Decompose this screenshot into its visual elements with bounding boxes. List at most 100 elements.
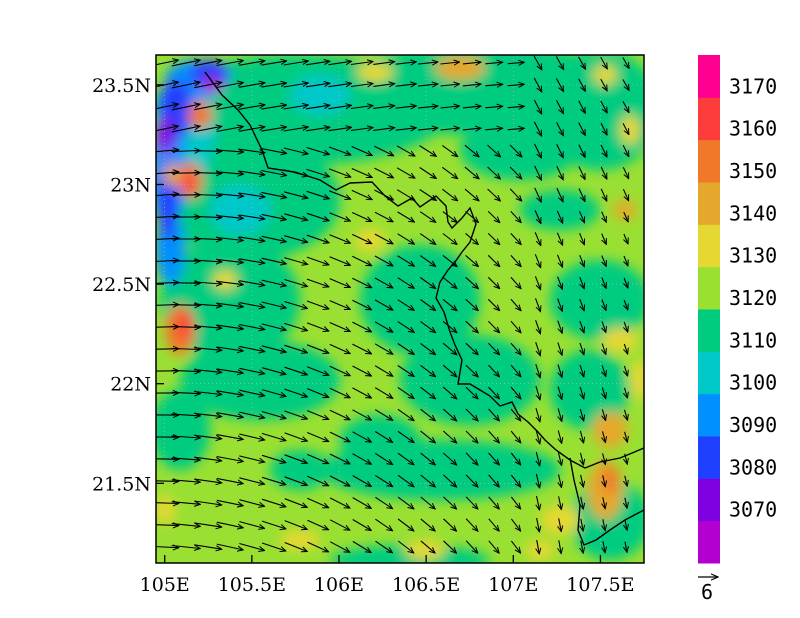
colorbar-swatch bbox=[698, 182, 720, 225]
wind-arrow bbox=[239, 477, 264, 484]
y-tick-label: 21.5N bbox=[92, 473, 151, 495]
wind-arrow bbox=[465, 430, 478, 443]
wind-arrow bbox=[329, 519, 350, 530]
wind-arrow bbox=[306, 410, 329, 420]
wind-arrow bbox=[329, 387, 350, 398]
wind-arrow bbox=[578, 100, 586, 114]
wind-arrow bbox=[419, 233, 436, 245]
wind-arrow bbox=[534, 232, 541, 245]
wind-arrow bbox=[578, 211, 585, 222]
colorbar-label: 3130 bbox=[729, 244, 777, 268]
wind-arrow bbox=[462, 62, 481, 64]
wind-arrow bbox=[194, 434, 222, 438]
wind-arrow bbox=[418, 84, 438, 86]
wind-arrow bbox=[534, 210, 541, 223]
field-patch bbox=[213, 270, 237, 290]
wind-arrow bbox=[440, 106, 460, 108]
wind-arrow bbox=[580, 364, 584, 377]
wind-arrow bbox=[156, 172, 179, 174]
wind-arrow bbox=[352, 540, 371, 552]
wind-arrow bbox=[624, 343, 627, 354]
wind-arrow bbox=[488, 386, 500, 399]
wind-arrow bbox=[156, 546, 179, 547]
wind-arrow bbox=[581, 452, 584, 465]
reference-vector-label: 6 bbox=[701, 580, 713, 604]
wind-arrow bbox=[603, 475, 606, 486]
wind-arrow bbox=[420, 342, 436, 354]
field-patch bbox=[593, 65, 617, 85]
wind-arrow bbox=[441, 144, 457, 156]
wind-arrow bbox=[602, 277, 606, 289]
field-patch bbox=[156, 390, 210, 470]
wind-arrow bbox=[171, 327, 201, 328]
field-patch bbox=[405, 540, 445, 560]
wind-arrow bbox=[239, 367, 264, 373]
wind-arrow bbox=[373, 62, 394, 65]
wind-arrow bbox=[284, 454, 308, 463]
wind-arrow bbox=[329, 453, 350, 464]
wind-arrow bbox=[284, 344, 308, 352]
wind-arrow bbox=[156, 503, 179, 504]
wind-arrow bbox=[283, 83, 309, 88]
wind-arrow bbox=[488, 518, 499, 531]
wind-arrow bbox=[442, 364, 457, 377]
map-plot-area bbox=[156, 55, 644, 563]
wind-arrow bbox=[488, 496, 500, 509]
wind-arrow bbox=[487, 276, 499, 288]
wind-arrow bbox=[578, 188, 585, 202]
wind-arrow bbox=[156, 126, 179, 132]
wind-arrow bbox=[464, 166, 479, 179]
wind-arrow bbox=[329, 234, 351, 243]
colorbar-swatch bbox=[698, 309, 720, 352]
wind-arrow bbox=[351, 212, 372, 222]
wind-arrow bbox=[352, 453, 372, 465]
wind-arrow bbox=[194, 82, 222, 89]
country-borders bbox=[204, 71, 644, 546]
wind-arrow bbox=[622, 145, 629, 156]
wind-arrow bbox=[557, 276, 563, 290]
wind-arrow bbox=[556, 232, 562, 245]
wind-arrow bbox=[261, 213, 287, 219]
wind-arrow bbox=[557, 320, 562, 334]
wind-arrow bbox=[534, 143, 542, 158]
wind-arrow bbox=[557, 298, 563, 312]
wind-arrow bbox=[419, 145, 437, 157]
wind-arrow bbox=[261, 257, 287, 264]
wind-arrow bbox=[420, 452, 436, 465]
wind-arrow bbox=[625, 497, 627, 508]
y-tick-label: 23N bbox=[110, 174, 151, 196]
wind-arrow bbox=[171, 60, 200, 67]
colorbar-swatch bbox=[698, 478, 720, 522]
wind-arrow bbox=[216, 238, 244, 241]
wind-arrow bbox=[397, 540, 414, 553]
wind-arrow bbox=[374, 387, 393, 399]
wind-arrow bbox=[352, 519, 372, 531]
wind-arrow bbox=[578, 78, 586, 92]
colorbar-label: 3070 bbox=[729, 498, 777, 522]
wind-arrow bbox=[374, 145, 393, 156]
wind-arrow bbox=[216, 434, 244, 440]
wind-arrow bbox=[603, 519, 605, 530]
wind-arrow bbox=[306, 344, 329, 353]
wind-arrow bbox=[487, 211, 500, 222]
field-patch bbox=[540, 505, 580, 535]
y-tick-label: 22.5N bbox=[92, 274, 151, 296]
wind-arrow bbox=[464, 188, 479, 201]
wind-arrow bbox=[374, 299, 393, 310]
wind-arrow bbox=[442, 298, 457, 310]
wind-arrow bbox=[419, 211, 436, 223]
wind-arrow bbox=[216, 194, 243, 197]
wind-arrow bbox=[374, 255, 393, 266]
wind-arrow bbox=[329, 321, 351, 332]
colorbar-swatch bbox=[698, 55, 720, 98]
field-patch bbox=[592, 412, 628, 448]
wind-arrow bbox=[556, 254, 563, 267]
wind-arrow bbox=[328, 146, 351, 155]
wind-arrow bbox=[194, 282, 222, 284]
wind-arrow bbox=[535, 364, 540, 378]
wind-arrow bbox=[581, 496, 584, 509]
wind-arrow bbox=[216, 172, 243, 174]
wind-arrow bbox=[465, 408, 478, 421]
field-patch bbox=[183, 175, 197, 195]
wind-arrow bbox=[397, 496, 414, 509]
